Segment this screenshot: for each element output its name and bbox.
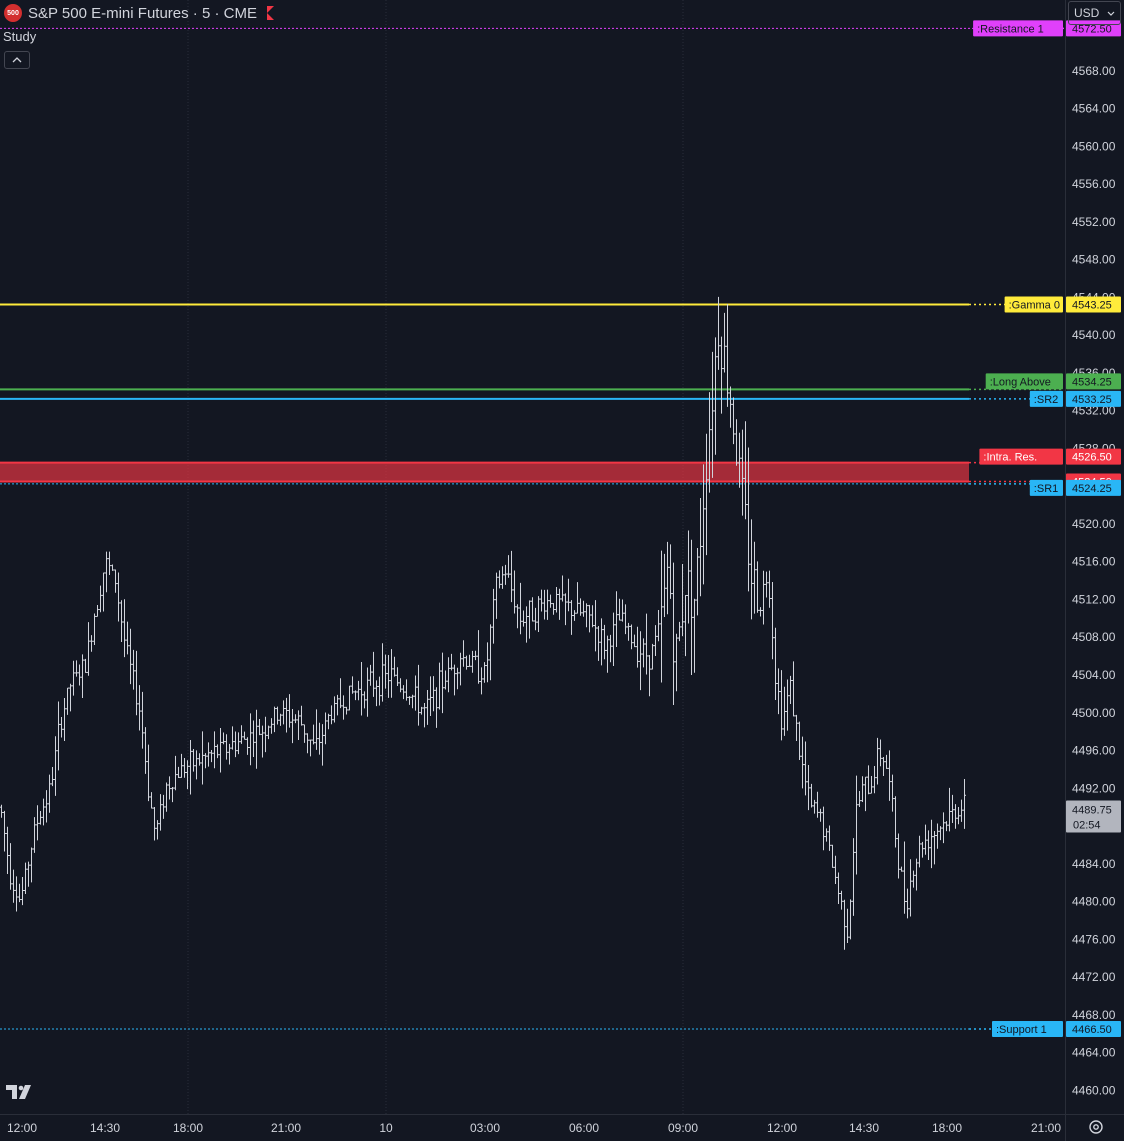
study-label[interactable]: Study	[3, 29, 37, 44]
gear-icon[interactable]	[1088, 1119, 1104, 1135]
price-tick-label: 4480.00	[1072, 895, 1116, 909]
tradingview-logo-icon[interactable]	[6, 1083, 38, 1101]
price-tick-label: 4504.00	[1072, 668, 1116, 682]
level-value-2: 4534.25	[1072, 376, 1112, 388]
level-lines	[0, 27, 1064, 1030]
price-tick-label: 4472.00	[1072, 970, 1116, 984]
price-tick-label: 4560.00	[1072, 139, 1116, 153]
level-value-box-6	[1066, 479, 1121, 496]
symbol-title[interactable]: S&P 500 E-mini Futures · 5 · CME	[28, 4, 257, 22]
currency-select[interactable]: USD	[1068, 1, 1121, 25]
intra-res-zone	[0, 462, 969, 482]
time-tick-label: 14:30	[849, 1121, 879, 1135]
price-tick-label: 4556.00	[1072, 177, 1116, 191]
time-tick-label: 21:00	[271, 1121, 301, 1135]
level-value-7: 4466.50	[1072, 1024, 1112, 1036]
price-tick-label: 4468.00	[1072, 1008, 1116, 1022]
time-axis[interactable]: 12:00 14:30 18:00 21:00 10 03:00 06:00 09:00 12:…	[7, 1121, 1061, 1135]
time-tick-label: 18:00	[932, 1121, 962, 1135]
price-tick-label: 4568.00	[1072, 64, 1116, 78]
flag-icon[interactable]	[266, 6, 274, 20]
last-price-value: 4489.75	[1072, 805, 1112, 817]
countdown-value: 02:54	[1073, 820, 1101, 832]
grid-lines	[187, 0, 684, 1114]
level-name-box-1	[1004, 296, 1063, 313]
intra-res-zone-rect	[0, 462, 969, 482]
currency-value: USD	[1074, 6, 1100, 20]
price-tick-label: 4532.00	[1072, 404, 1116, 418]
level-name-3: :SR2	[1034, 394, 1058, 406]
collapse-button[interactable]	[4, 51, 30, 69]
time-tick-label: 21:00	[1031, 1121, 1061, 1135]
price-tick-label: 4476.00	[1072, 932, 1116, 946]
level-name-box-3	[1029, 390, 1063, 407]
level-name-0: :Resistance 1	[977, 23, 1044, 35]
price-tick-label: 4460.00	[1072, 1083, 1116, 1097]
level-name-1: :Gamma 0	[1009, 299, 1060, 311]
price-tick-label: 4516.00	[1072, 555, 1116, 569]
price-tick-label: 4512.00	[1072, 592, 1116, 606]
level-name-box-0	[973, 20, 1063, 37]
price-tick-label: 4500.00	[1072, 706, 1116, 720]
time-tick-label: 12:00	[767, 1121, 797, 1135]
price-tick-label: 4548.00	[1072, 253, 1116, 267]
time-tick-label: 14:30	[90, 1121, 120, 1135]
time-tick-label: 12:00	[7, 1121, 37, 1135]
chevron-down-icon	[1107, 11, 1115, 16]
price-tick-label: 4520.00	[1072, 517, 1116, 531]
level-name-box-6	[1029, 479, 1063, 496]
time-tick-label: 18:00	[173, 1121, 203, 1135]
time-tick-label: 03:00	[470, 1121, 500, 1135]
price-bars	[0, 296, 966, 950]
level-name-box-7	[992, 1021, 1063, 1038]
level-value-box-3	[1066, 390, 1121, 407]
level-value-box-7	[1066, 1021, 1121, 1038]
time-tick-label: 06:00	[569, 1121, 599, 1135]
price-tick-label: 4552.00	[1072, 215, 1116, 229]
time-tick-label: 09:00	[668, 1121, 698, 1135]
level-value-0: 4572.50	[1072, 23, 1112, 35]
level-labels: 4572.50 :Resistance 1 4543.25 :Gamma 0 4534.…	[973, 20, 1121, 1038]
level-name-6: :SR1	[1034, 483, 1058, 495]
level-value-box-1	[1066, 296, 1121, 313]
price-tick-label: 4484.00	[1072, 857, 1116, 871]
price-tick-label: 4496.00	[1072, 744, 1116, 758]
symbol-logo-icon: 500	[4, 4, 22, 22]
level-value-1: 4543.25	[1072, 299, 1112, 311]
level-value-4: 4526.50	[1072, 452, 1112, 464]
last-price-box	[1066, 800, 1121, 833]
last-price-label: 4489.75 02:54	[1066, 800, 1121, 833]
level-name-2: :Long Above	[990, 376, 1051, 388]
price-tick-label: 4508.00	[1072, 630, 1116, 644]
chevron-up-icon	[12, 57, 22, 63]
level-name-box-4	[979, 448, 1063, 465]
time-tick-label: 10	[379, 1121, 393, 1135]
level-name-7: :Support 1	[996, 1024, 1047, 1036]
level-value-6: 4524.25	[1072, 483, 1112, 495]
level-value-box-4	[1066, 448, 1121, 465]
level-name-4: :Intra. Res.	[983, 452, 1037, 464]
price-axis[interactable]: 4460.00 4464.00 4468.00 4472.00 4476.00 4480.…	[1072, 64, 1116, 1098]
level-name-box-2	[985, 373, 1063, 390]
price-tick-label: 4492.00	[1072, 781, 1116, 795]
level-value-box-2	[1066, 373, 1121, 390]
price-tick-label: 4540.00	[1072, 328, 1116, 342]
price-tick-label: 4564.00	[1072, 102, 1116, 116]
level-value-3: 4533.25	[1072, 394, 1112, 406]
chart-header[interactable]: 500 S&P 500 E-mini Futures · 5 · CME	[4, 3, 274, 23]
price-tick-label: 4464.00	[1072, 1046, 1116, 1060]
